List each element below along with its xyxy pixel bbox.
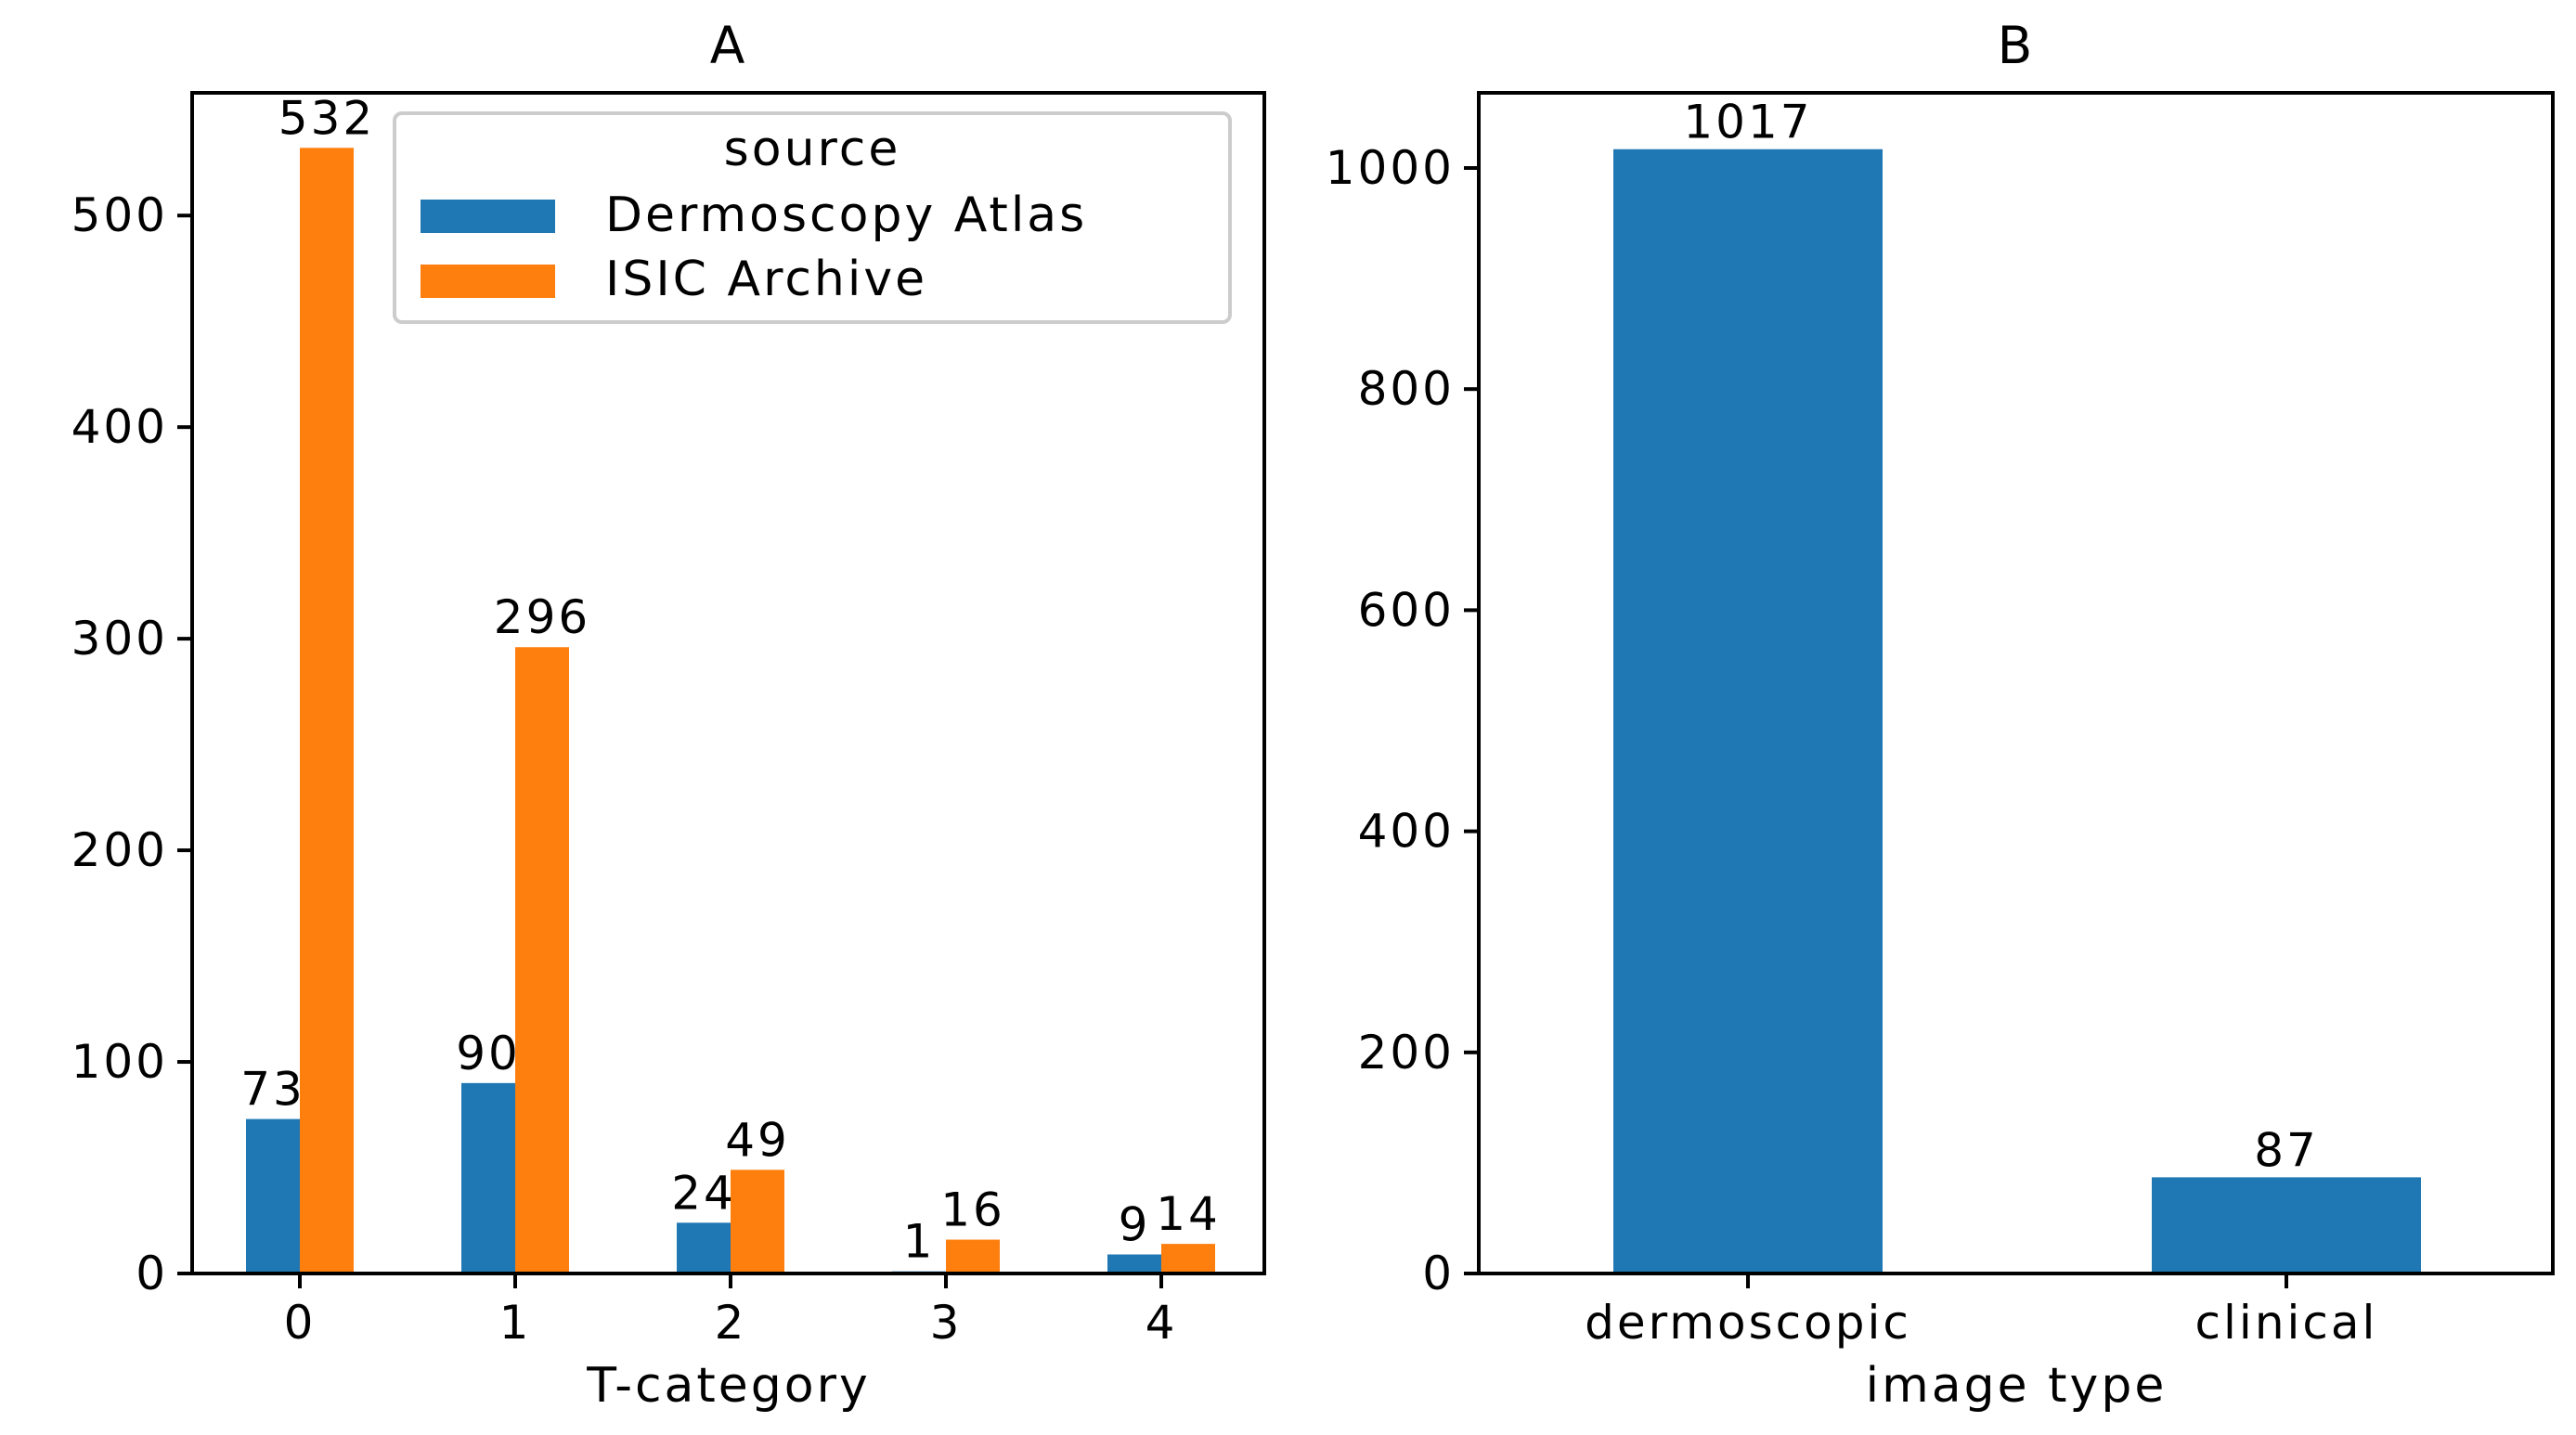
bar-label-isic-archive-1: 296 (494, 590, 590, 644)
legend-label-isic-archive: ISIC Archive (605, 252, 927, 307)
x-tick-label-1: 1 (499, 1296, 532, 1350)
y-tick-label-200: 200 (1358, 1026, 1455, 1079)
chart-a-y-axis: 0 100 200 300 400 500 (71, 188, 192, 1300)
chart-a-frame (190, 91, 1266, 1275)
chart-b-x-label: image type (1866, 1358, 2168, 1414)
bar-label-dermoscopy-atlas-0: 73 (240, 1063, 305, 1117)
bar-label-count-dermoscopic: 1017 (1683, 96, 1812, 149)
bar-count-clinical (2152, 1177, 2421, 1273)
bar-label-isic-archive-0: 532 (278, 91, 375, 145)
x-tick-label-0: 0 (284, 1296, 317, 1350)
chart-a-bars (246, 148, 1215, 1274)
bar-label-dermoscopy-atlas-3: 1 (903, 1215, 936, 1269)
chart-a-legend: source Dermoscopy Atlas ISIC Archive (393, 111, 1232, 324)
chart-a-x-axis: 0 1 2 3 4 (284, 1273, 1178, 1350)
bar-label-isic-archive-3: 16 (940, 1183, 1005, 1237)
bar-isic-archive-4 (1161, 1244, 1215, 1273)
y-tick-label-0: 0 (136, 1247, 168, 1300)
chart-b-bar-labels: 1017 87 (1683, 96, 2319, 1178)
y-tick-label-400: 400 (1358, 805, 1455, 859)
legend-swatch-dermoscopy-atlas (421, 200, 555, 233)
y-tick-label-600: 600 (1358, 583, 1455, 637)
legend-swatch-isic-archive (421, 265, 555, 298)
legend-label-dermoscopy-atlas: Dermoscopy Atlas (605, 187, 1087, 243)
bar-label-dermoscopy-atlas-4: 9 (1119, 1197, 1151, 1251)
x-tick-label-4: 4 (1146, 1296, 1178, 1350)
y-tick-label-200: 200 (71, 823, 168, 877)
bar-label-isic-archive-4: 14 (1156, 1187, 1221, 1241)
bar-label-count-clinical: 87 (2254, 1123, 2319, 1177)
y-tick-label-0: 0 (1422, 1247, 1455, 1300)
x-tick-label-dermoscopic: dermoscopic (1585, 1296, 1911, 1350)
chart-b-frame (1477, 91, 2555, 1275)
y-tick-label-500: 500 (71, 188, 168, 242)
bar-label-isic-archive-2: 49 (725, 1113, 790, 1167)
legend-title: source (724, 122, 901, 177)
bar-isic-archive-1 (515, 647, 569, 1273)
x-tick-label-2: 2 (715, 1296, 747, 1350)
bar-dermoscopy-atlas-0 (246, 1118, 300, 1273)
bar-dermoscopy-atlas-4 (1107, 1254, 1161, 1273)
chart-b-x-axis: dermoscopic clinical (1585, 1273, 2378, 1350)
y-tick-label-1000: 1000 (1326, 141, 1455, 195)
y-tick-label-800: 800 (1358, 362, 1455, 416)
chart-b-title: B (1998, 16, 2036, 75)
chart-b-bars (1613, 149, 2421, 1273)
bar-dermoscopy-atlas-1 (461, 1082, 515, 1273)
x-tick-label-clinical: clinical (2195, 1296, 2378, 1350)
x-tick-label-3: 3 (930, 1296, 963, 1350)
chart-a-x-label: T-category (586, 1358, 871, 1414)
bar-isic-archive-0 (300, 148, 354, 1274)
bar-dermoscopy-atlas-2 (677, 1222, 731, 1273)
y-tick-label-300: 300 (71, 612, 168, 666)
y-tick-label-100: 100 (71, 1035, 168, 1089)
chart-a-title: A (710, 16, 748, 75)
bar-label-dermoscopy-atlas-1: 90 (456, 1027, 521, 1080)
bar-isic-archive-2 (731, 1170, 784, 1273)
bar-count-dermoscopic (1613, 149, 1883, 1273)
bar-isic-archive-3 (946, 1239, 1000, 1273)
chart-b-y-axis: 0 200 400 600 800 1000 (1326, 141, 1479, 1300)
bar-label-dermoscopy-atlas-2: 24 (671, 1166, 736, 1220)
chart-panel-b: B 1017 87 0 200 400 600 800 1000 dermoscopic cl… (1326, 16, 2555, 1414)
legend-frame (393, 111, 1232, 324)
y-tick-label-400: 400 (71, 400, 168, 454)
